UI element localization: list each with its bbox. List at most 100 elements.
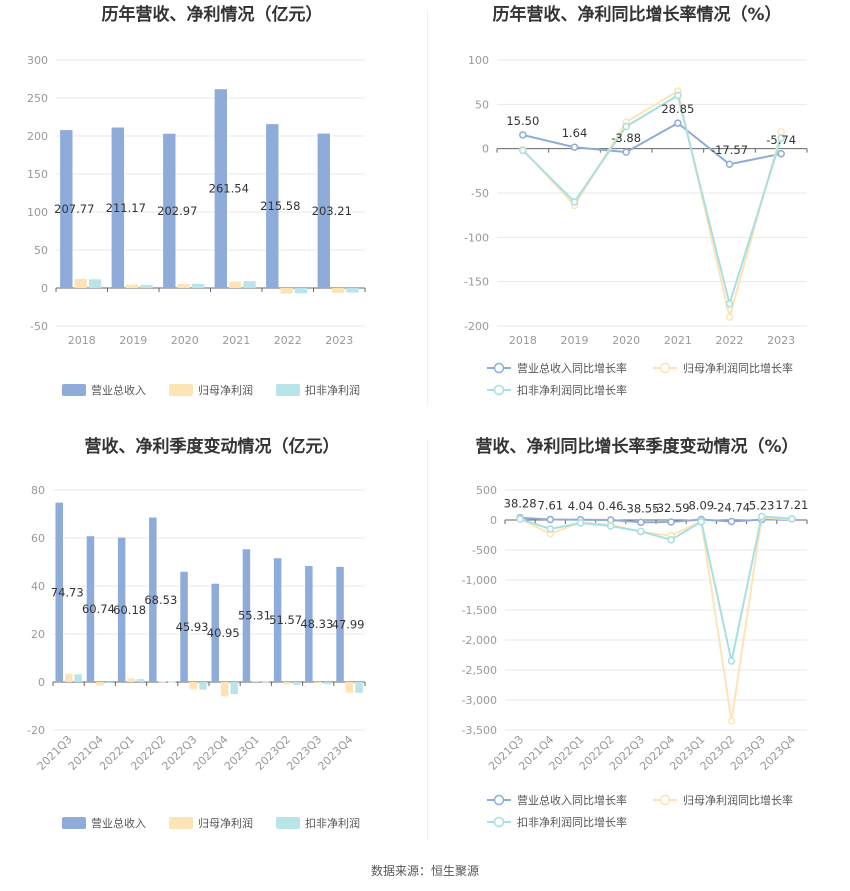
- bar-3: [292, 682, 301, 685]
- bar-2: [280, 288, 293, 294]
- bar-3: [294, 288, 308, 294]
- data-label: 17.21: [775, 498, 808, 512]
- y-tick-label: 150: [27, 168, 48, 181]
- x-tick-label: 2020: [171, 334, 199, 347]
- x-tick-label: 2019: [561, 334, 589, 347]
- chart-title: 历年营收、净利同比增长率情况（%）: [492, 4, 781, 25]
- bar-1: [336, 566, 344, 682]
- quarterly-revenue-profit-svg: 营收、净利季度变动情况（亿元） -200204060802021Q32021Q4…: [27, 436, 366, 830]
- bar-3: [199, 682, 207, 690]
- y-tick-label: 0: [41, 282, 48, 295]
- y-tick-label: -3,000: [462, 694, 497, 707]
- y-tick-label: 500: [476, 484, 497, 497]
- series-point-1: [674, 119, 682, 127]
- data-label: 47.99: [332, 617, 365, 631]
- bar-1: [214, 89, 227, 288]
- series-line-3: [519, 515, 792, 662]
- bar-2: [127, 678, 135, 682]
- bar-3: [346, 288, 359, 293]
- legend-label: 营业总收入同比增长率: [517, 361, 627, 375]
- bar-3: [88, 279, 102, 288]
- data-label: -17.57: [711, 143, 748, 157]
- legend-marker: [493, 384, 505, 396]
- series-point-3: [667, 536, 675, 544]
- data-label: 15.50: [506, 114, 539, 128]
- chart-title: 营收、净利季度变动情况（亿元）: [85, 436, 340, 457]
- data-label: 202.97: [157, 204, 197, 218]
- bar-2: [177, 284, 190, 288]
- series-point-3: [727, 657, 736, 665]
- bar-1: [86, 536, 95, 682]
- x-tick-label: 2021: [664, 334, 692, 347]
- data-label: 1.64: [562, 126, 588, 140]
- bar-2: [189, 682, 198, 690]
- annual-revenue-profit-svg: 历年营收、净利情况（亿元） -50 0 50 100 150 200 250 300 2018 2…: [27, 4, 366, 397]
- bar-3: [243, 281, 256, 288]
- bar-2: [96, 682, 104, 686]
- data-label: 203.21: [312, 204, 352, 218]
- legend-label: 扣非净利润: [305, 383, 360, 397]
- y-tick-label: 80: [31, 484, 45, 497]
- bar-1: [55, 502, 63, 682]
- bar-1: [163, 133, 176, 288]
- data-label: 68.53: [144, 593, 177, 607]
- bar-3: [261, 681, 270, 683]
- legend-label: 营业总收入: [91, 816, 146, 830]
- legend-label: 营业总收入: [91, 383, 146, 397]
- bar-3: [355, 682, 363, 693]
- panel-divider-bottom: [427, 440, 428, 840]
- bar-1: [266, 124, 279, 288]
- x-tick-label: 2019: [119, 334, 147, 347]
- bar-3: [74, 674, 82, 682]
- legend-marker: [493, 794, 505, 806]
- x-tick-label: 2020: [612, 334, 640, 347]
- data-label: 60.74: [82, 602, 115, 616]
- series-line-1: [520, 516, 792, 524]
- data-label: 28.85: [661, 102, 694, 116]
- series-line-2: [522, 89, 783, 318]
- series-point-2: [727, 717, 736, 725]
- y-tick-label: 0: [482, 143, 489, 156]
- legend-marker: [659, 794, 671, 806]
- series-point-3: [674, 91, 682, 100]
- legend-swatch: [276, 384, 300, 396]
- bar-3: [324, 682, 332, 685]
- bar-2: [74, 278, 87, 288]
- series-point-2: [725, 313, 734, 321]
- series-point-3: [606, 522, 615, 530]
- bar-2: [345, 682, 354, 693]
- bar-1: [60, 130, 73, 288]
- y-tick-label: -50: [30, 320, 48, 333]
- data-label: 261.54: [209, 182, 249, 196]
- legend-swatch: [62, 817, 86, 829]
- data-label: 74.73: [51, 585, 84, 599]
- series-point-3: [546, 525, 555, 533]
- bar-2: [220, 682, 229, 697]
- bar-1: [273, 558, 282, 682]
- x-tick-label: 2023: [767, 334, 795, 347]
- bar-2: [314, 682, 323, 684]
- y-tick-label: 100: [27, 206, 48, 219]
- x-tick-label: 2022: [716, 334, 744, 347]
- series-point-1: [725, 160, 734, 168]
- y-tick-label: -2,000: [462, 634, 497, 647]
- x-tick-label: 2023: [325, 334, 353, 347]
- legend-marker: [493, 816, 505, 828]
- y-tick-label: -3,500: [462, 724, 497, 737]
- series-point-1: [637, 518, 645, 527]
- series-point-3: [725, 300, 734, 308]
- bar-1: [242, 549, 251, 682]
- data-label: 207.77: [54, 202, 94, 216]
- legend-label: 归母净利润: [198, 816, 253, 830]
- legend-swatch: [276, 817, 300, 829]
- bar-3: [136, 679, 145, 682]
- series-point-3: [777, 134, 785, 142]
- y-tick-label: 50: [475, 98, 489, 111]
- y-tick-label: 20: [31, 628, 45, 641]
- y-tick-label: -2,500: [462, 664, 497, 677]
- y-tick-label: -200: [464, 320, 489, 333]
- y-tick-label: -100: [464, 231, 489, 244]
- y-tick-label: 100: [468, 54, 489, 67]
- series-point-3: [576, 519, 585, 527]
- chart-title: 营收、净利同比增长率季度变动情况（%）: [475, 436, 798, 457]
